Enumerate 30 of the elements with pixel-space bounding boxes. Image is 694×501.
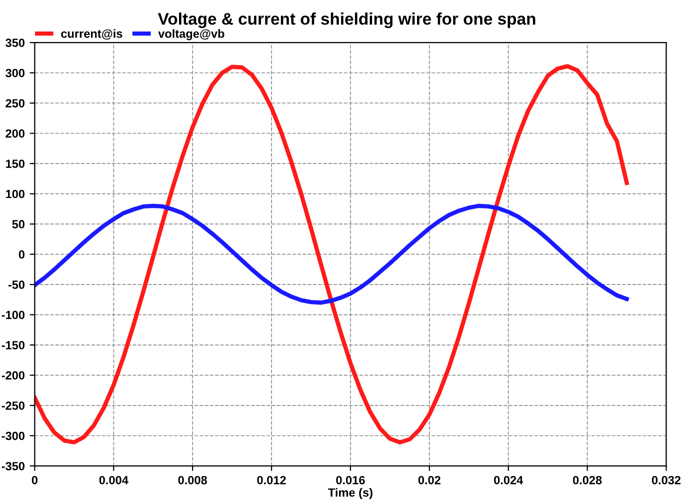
y-tick-label: 350 bbox=[6, 38, 24, 47]
y-tick-label: 0 bbox=[18, 250, 24, 259]
y-tick-label: 300 bbox=[6, 68, 24, 78]
legend-label: voltage@vb bbox=[158, 29, 224, 40]
y-tick-label: 50 bbox=[12, 220, 24, 228]
y-tick-label: -250 bbox=[2, 401, 24, 410]
chart-title: Voltage & current of shielding wire for one span bbox=[158, 12, 536, 28]
y-tick-label: -100 bbox=[2, 310, 24, 320]
y-tick-label: 150 bbox=[6, 160, 24, 168]
x-tick-label: 0 bbox=[32, 476, 38, 484]
x-tick-label: 0.012 bbox=[257, 476, 286, 484]
legend-label: current@is bbox=[61, 29, 122, 40]
y-tick-label: -350 bbox=[2, 462, 24, 470]
y-tick-label: 200 bbox=[6, 129, 24, 138]
y-tick-label: 100 bbox=[6, 190, 24, 198]
x-tick-label: 0.004 bbox=[99, 476, 128, 484]
x-tick-label: 0.024 bbox=[494, 476, 524, 484]
y-tick-label: -200 bbox=[2, 371, 24, 380]
x-tick-label: 0.02 bbox=[418, 476, 440, 484]
y-tick-label: 250 bbox=[6, 99, 24, 108]
line-series bbox=[34, 204, 629, 305]
x-tick-label: 0.016 bbox=[336, 476, 365, 484]
x-tick-label: 0.032 bbox=[652, 476, 681, 484]
y-tick-label: -300 bbox=[2, 432, 24, 440]
line-series bbox=[34, 64, 629, 444]
x-axis-title: Time (s) bbox=[328, 488, 372, 500]
y-tick-label: -150 bbox=[2, 341, 24, 350]
x-tick-label: 0.028 bbox=[572, 476, 602, 484]
y-tick-label: -50 bbox=[8, 280, 24, 289]
x-tick-label: 0.008 bbox=[178, 476, 207, 484]
